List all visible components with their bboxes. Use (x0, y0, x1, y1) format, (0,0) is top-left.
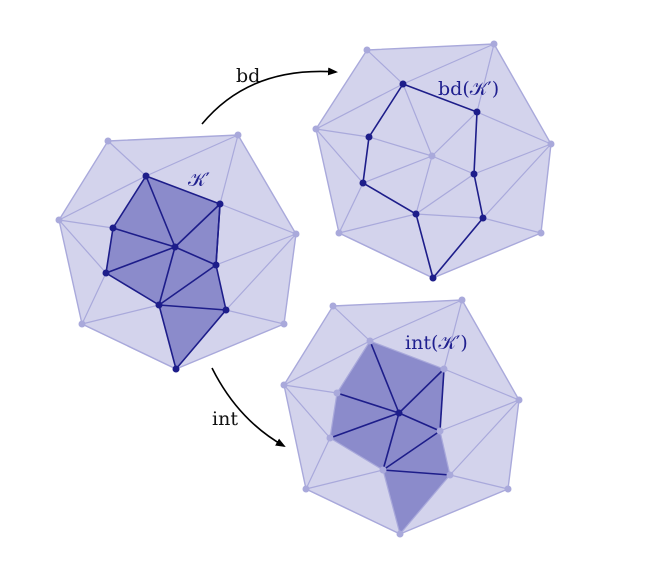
interior-edges (329, 340, 451, 476)
boundary-vertices (359, 80, 487, 282)
complex-with-subcomplex: 𝒦′ (55, 131, 300, 373)
k-prime-label: 𝒦′ (188, 169, 210, 191)
interior-arrow (211, 367, 286, 447)
complex-edges (283, 299, 520, 535)
subcomplex-vertices (102, 172, 230, 373)
complex-vertices (312, 40, 555, 237)
boundary-complex: bd(𝒦′) (312, 40, 555, 282)
boundary-map-label: bd (236, 65, 260, 87)
interior-map-label: int (212, 408, 238, 430)
complex-vertices (55, 131, 300, 328)
complex-edges (315, 43, 552, 279)
interior-complex: int(𝒦′) (280, 296, 523, 538)
subcomplex-edges (105, 175, 227, 311)
interior-vertices (395, 409, 403, 417)
boundary-arrow (201, 67, 338, 125)
interior-region (330, 341, 450, 534)
complex-edges (58, 134, 297, 370)
boundary-result-label: bd(𝒦′) (438, 78, 499, 100)
complex-vertices (280, 296, 523, 538)
interior-result-label: int(𝒦′) (405, 332, 468, 354)
complex-hull (315, 43, 552, 279)
